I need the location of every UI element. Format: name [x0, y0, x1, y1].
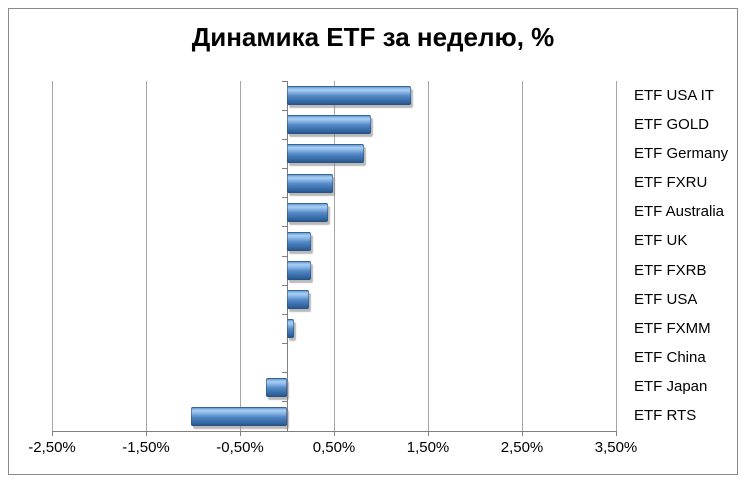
- bar-etf-uk: [287, 231, 311, 251]
- category-axis-tick: [282, 343, 287, 344]
- bar-etf-fxmm: [287, 319, 294, 339]
- category-label: ETF FXMM: [634, 319, 711, 337]
- x-axis-tick: [51, 431, 53, 436]
- gridline: [427, 81, 429, 431]
- gridline: [615, 81, 617, 431]
- x-axis-tick-label: 2,50%: [500, 439, 544, 456]
- category-label: ETF RTS: [634, 407, 697, 425]
- category-axis-tick: [282, 197, 287, 199]
- bar-etf-fxrb: [287, 261, 311, 281]
- category-label: ETF Germany: [634, 144, 729, 162]
- category-label: ETF FXRU: [634, 174, 708, 192]
- category-label: ETF Australia: [634, 203, 725, 221]
- gridline: [333, 81, 335, 431]
- category-axis-tick: [282, 313, 287, 315]
- x-axis-tick-label: -0,50%: [216, 439, 264, 456]
- bar-etf-japan: [266, 377, 287, 397]
- category-axis-tick: [282, 255, 287, 257]
- category-axis-tick: [282, 168, 287, 169]
- bar-etf-usa: [287, 290, 309, 310]
- chart-title: Динамика ETF за неделю, %: [191, 22, 555, 52]
- category-axis-tick: [282, 401, 287, 403]
- bar-etf-rts: [191, 406, 287, 426]
- category-label: ETF GOLD: [634, 115, 710, 133]
- category-label: ETF FXRB: [634, 261, 707, 279]
- plot-area: [51, 80, 617, 436]
- x-axis-tick: [145, 431, 147, 436]
- gridline: [239, 81, 241, 431]
- category-axis-tick: [282, 430, 287, 432]
- gridline: [51, 81, 53, 431]
- bar-etf-germany: [287, 144, 365, 164]
- category-label: ETF USA IT: [634, 86, 715, 104]
- x-axis-tick: [427, 431, 429, 436]
- x-axis-tick-label: -1,50%: [122, 439, 170, 456]
- category-axis-tick: [282, 80, 287, 82]
- category-label: ETF USA: [634, 290, 698, 308]
- x-axis-tick-label: 0,50%: [312, 439, 356, 456]
- x-axis-tick: [615, 431, 617, 436]
- bar-etf-fxru: [287, 173, 334, 193]
- x-axis-tick-label: -2,50%: [28, 439, 76, 456]
- chart-frame: Динамика ETF за неделю, % ETF USA IT ETF …: [8, 8, 738, 475]
- x-axis-tick-label: 1,50%: [406, 439, 450, 456]
- gridline: [145, 81, 147, 431]
- x-axis-tick: [239, 431, 241, 436]
- category-axis-tick: [282, 284, 287, 286]
- category-axis-tick: [282, 372, 287, 374]
- x-axis-line: [52, 431, 616, 432]
- category-label: ETF China: [634, 349, 706, 367]
- x-axis-tick: [333, 431, 335, 436]
- category-axis-line: [286, 81, 288, 431]
- category-axis-tick: [282, 109, 287, 111]
- category-label: ETF Japan: [634, 378, 708, 396]
- category-label: ETF UK: [634, 232, 688, 250]
- gridline: [521, 81, 523, 431]
- category-axis-tick: [282, 138, 287, 140]
- bar-etf-australia: [287, 202, 329, 222]
- bar-etf-gold: [287, 115, 371, 135]
- bar-etf-usa-it: [287, 86, 412, 106]
- x-axis-tick: [521, 431, 523, 436]
- x-axis-tick-label: 3,50%: [594, 439, 638, 456]
- category-axis-tick: [282, 226, 287, 228]
